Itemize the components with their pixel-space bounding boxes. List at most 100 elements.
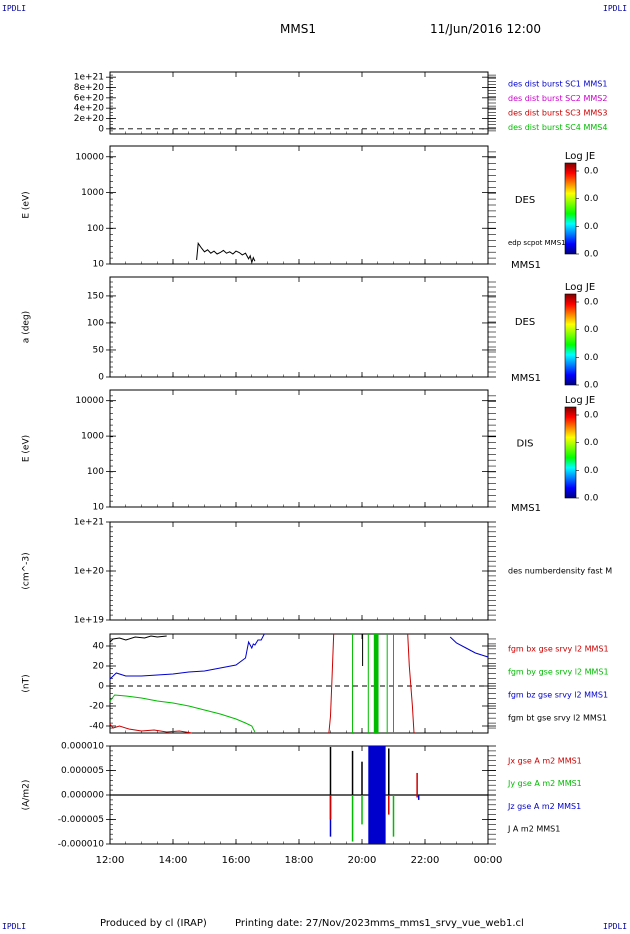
y-tick-label: -20 bbox=[89, 702, 104, 712]
colorbar-label: 0.0 bbox=[584, 381, 599, 391]
colorbar-label: 0.0 bbox=[584, 222, 599, 232]
footer-filename: mms_mms1_srvy_vue_web1.cl bbox=[370, 918, 524, 929]
legend-entry: Jz gse A m2 MMS1 bbox=[507, 802, 581, 811]
y-tick-label: 50 bbox=[93, 345, 105, 355]
y-axis-label: (A/m2) bbox=[22, 780, 32, 811]
instrument-label: DES bbox=[515, 317, 535, 328]
mission-label: MMS1 bbox=[511, 260, 541, 271]
y-tick-label: 1e+19 bbox=[74, 616, 105, 626]
legend-entry: des dist burst SC2 MMS2 bbox=[508, 94, 607, 103]
mission-label: MMS1 bbox=[511, 503, 541, 514]
legend-entry: Jx gse A m2 MMS1 bbox=[507, 757, 582, 766]
legend-entry: des dist burst SC1 MMS1 bbox=[508, 80, 607, 89]
colorbar-title: Log JE bbox=[565, 282, 595, 293]
legend-entry: des dist burst SC3 MMS3 bbox=[508, 109, 607, 118]
y-tick-label: 100 bbox=[87, 467, 104, 477]
current-band bbox=[368, 746, 386, 844]
y-tick-label: 0.000005 bbox=[61, 766, 104, 776]
y-tick-label: -0.000010 bbox=[58, 840, 104, 850]
colorbar-label: 0.0 bbox=[584, 353, 599, 363]
corner-label-top-left: IPDLI bbox=[2, 4, 27, 13]
mission-title: MMS1 bbox=[280, 22, 316, 36]
y-tick-label: 0 bbox=[98, 124, 104, 134]
legend-entry: fgm bx gse srvy l2 MMS1 bbox=[508, 645, 609, 654]
y-tick-label: 150 bbox=[87, 291, 104, 301]
y-tick-label: 10 bbox=[93, 503, 105, 513]
legend-entry: fgm bz gse srvy l2 MMS1 bbox=[508, 691, 608, 700]
corner-label-top-right: IPDLI bbox=[603, 4, 628, 13]
y-tick-label: -0.000005 bbox=[58, 815, 104, 825]
legend-entry: des dist burst SC4 MMS4 bbox=[508, 123, 607, 132]
x-tick-label: 16:00 bbox=[222, 855, 251, 866]
x-tick-label: 20:00 bbox=[348, 855, 377, 866]
overlay-label: edp scpot MMS1 bbox=[508, 239, 566, 247]
colorbar-label: 0.0 bbox=[584, 438, 599, 448]
y-axis-label: (nT) bbox=[22, 674, 32, 692]
colorbar bbox=[564, 406, 577, 499]
colorbar bbox=[564, 162, 577, 255]
y-tick-label: 0.000000 bbox=[61, 791, 104, 801]
instrument-label: DES bbox=[515, 195, 535, 206]
colorbar-label: 0.0 bbox=[584, 325, 599, 335]
y-tick-label: 10000 bbox=[75, 396, 104, 406]
plot-date: 11/Jun/2016 12:00 bbox=[430, 22, 542, 36]
series-line bbox=[109, 635, 167, 643]
y-tick-label: 10 bbox=[93, 260, 105, 270]
colorbar-label: 0.0 bbox=[584, 411, 599, 421]
colorbar-label: 0.0 bbox=[584, 466, 599, 476]
legend-entry: Jy gse A m2 MMS1 bbox=[507, 779, 582, 788]
y-axis-label: E (eV) bbox=[22, 191, 32, 218]
series-line bbox=[109, 633, 265, 680]
y-tick-label: 0.000010 bbox=[61, 742, 104, 752]
panel-frame bbox=[109, 145, 489, 265]
mission-label: MMS1 bbox=[511, 373, 541, 384]
x-tick-label: 12:00 bbox=[96, 855, 125, 866]
colorbar-label: 0.0 bbox=[584, 298, 599, 308]
y-axis-label: E (eV) bbox=[22, 435, 32, 462]
y-tick-label: 6e+20 bbox=[74, 93, 105, 103]
colorbar-label: 0.0 bbox=[584, 194, 599, 204]
panel-frame bbox=[109, 276, 489, 378]
y-tick-label: 100 bbox=[87, 224, 104, 234]
series-line bbox=[449, 636, 489, 658]
y-tick-label: 4e+20 bbox=[74, 104, 105, 114]
series-line bbox=[109, 694, 256, 733]
corner-label-bottom-right: IPDLI bbox=[603, 922, 628, 931]
colorbar-label: 0.0 bbox=[584, 167, 599, 177]
x-tick-label: 18:00 bbox=[285, 855, 314, 866]
x-tick-label: 14:00 bbox=[159, 855, 188, 866]
legend-entry: fgm by gse srvy l2 MMS1 bbox=[508, 668, 609, 677]
x-tick-label: 22:00 bbox=[411, 855, 440, 866]
panel-frame bbox=[109, 71, 489, 135]
footer-produced-by: Produced by cl (IRAP) bbox=[100, 918, 207, 929]
y-tick-label: 2e+20 bbox=[74, 114, 105, 124]
y-tick-label: 0 bbox=[98, 682, 104, 692]
series-line bbox=[328, 633, 335, 734]
instrument-label: DIS bbox=[517, 439, 534, 450]
y-tick-label: 1e+20 bbox=[74, 567, 105, 577]
y-tick-label: 8e+20 bbox=[74, 83, 105, 93]
panel-frame bbox=[109, 389, 489, 508]
footer-printing-date: Printing date: 27/Nov/2023 bbox=[235, 918, 371, 929]
y-tick-label: 1000 bbox=[81, 188, 104, 198]
series-line bbox=[407, 633, 415, 734]
y-tick-label: 1e+21 bbox=[74, 73, 104, 83]
colorbar-title: Log JE bbox=[565, 395, 595, 406]
x-tick-label: 00:00 bbox=[474, 855, 503, 866]
panel-frame bbox=[109, 521, 489, 621]
y-tick-label: 100 bbox=[87, 318, 104, 328]
corner-label-bottom-left: IPDLI bbox=[2, 922, 27, 931]
series-line bbox=[109, 723, 192, 734]
legend-entry: des numberdensity fast M bbox=[508, 567, 612, 576]
burst-band bbox=[373, 634, 379, 733]
y-tick-label: -40 bbox=[89, 722, 104, 732]
legend-entry: J A m2 MMS1 bbox=[507, 825, 560, 834]
y-tick-label: 1000 bbox=[81, 432, 104, 442]
y-tick-label: 0 bbox=[98, 373, 104, 383]
y-axis-label: a (deg) bbox=[22, 311, 32, 343]
panel-frame bbox=[109, 633, 489, 734]
y-tick-label: 1e+21 bbox=[74, 518, 104, 528]
y-tick-label: 20 bbox=[93, 662, 105, 672]
colorbar-label: 0.0 bbox=[584, 250, 599, 260]
